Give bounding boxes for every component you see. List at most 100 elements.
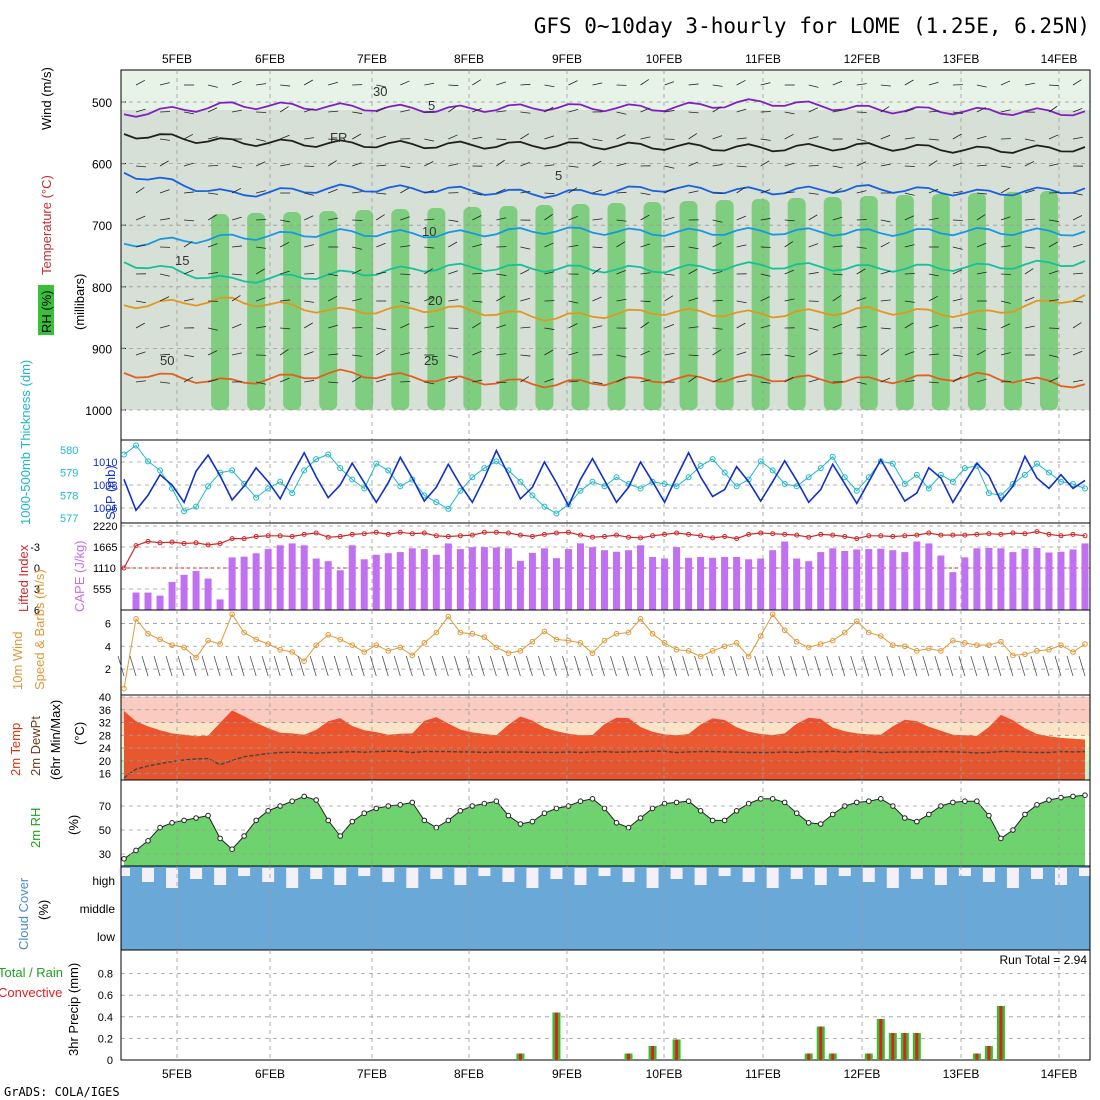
upper-wind-barb: [640, 243, 651, 248]
upper-wind-barb: [472, 79, 482, 86]
upper-wind-barb: [640, 300, 651, 303]
upper-wind-barb: [400, 352, 411, 356]
upper-wind-barb: [232, 109, 243, 113]
thickness-point: [889, 460, 896, 467]
upper-wind-barb: [784, 269, 795, 275]
wind-speed-point: [998, 638, 1004, 645]
cloud-unit-label: (%): [36, 900, 51, 920]
upper-wind-barb: [592, 189, 603, 194]
upper-wind-barb: [616, 191, 627, 194]
upper-wind-barb: [352, 354, 363, 357]
pressure-tick-label: 500: [92, 96, 112, 110]
isotherm-20-line: [123, 294, 1086, 322]
upper-wind-barb: [304, 273, 315, 275]
temperature-tick-label: 28: [99, 730, 111, 742]
rh-moist-plume: [607, 203, 626, 410]
wind-speed-point: [661, 640, 668, 646]
cloud-clear-segment: [742, 868, 755, 882]
upper-wind-barb: [832, 187, 842, 194]
minmax-axis-label: (6hr Min/Max): [48, 700, 63, 780]
upper-wind-barb: [496, 110, 507, 113]
upper-wind-barb: [880, 219, 891, 223]
upper-wind-barb: [400, 300, 411, 304]
upper-wind-barb: [256, 83, 267, 86]
upper-wind-barb: [568, 216, 578, 221]
lifted-index-point: [457, 533, 463, 539]
rh-point: [265, 808, 271, 814]
upper-wind-barb: [256, 326, 267, 329]
lifted-index-point: [782, 531, 788, 537]
cloud-clear-segment: [262, 868, 275, 882]
upper-wind-barb: [688, 375, 698, 383]
upper-wind-barb: [255, 161, 266, 167]
upper-wind-barb: [303, 79, 314, 86]
lifted-index-point: [529, 534, 535, 539]
upper-wind-barb: [400, 273, 411, 275]
precip-convective-bar: [675, 1039, 679, 1060]
thickness-point: [709, 456, 716, 463]
upper-wind-barb: [832, 165, 843, 169]
wind-barb: [982, 655, 990, 677]
thickness-point: [121, 451, 127, 458]
upper-wind-barb: [784, 241, 794, 248]
lifted-index-point: [577, 532, 583, 538]
wind-barb: [333, 655, 341, 677]
upper-wind-barb: [1048, 327, 1059, 329]
upper-wind-barb: [207, 214, 217, 221]
rh-point: [577, 798, 584, 805]
isotherm-label: FR: [330, 130, 347, 145]
thickness-point: [673, 483, 680, 490]
upper-wind-barb: [184, 219, 195, 222]
thickness-point: [493, 458, 500, 465]
upper-wind-barb: [688, 354, 699, 357]
isotherm-label: 50: [160, 353, 174, 368]
lifted-index-point: [950, 532, 956, 538]
upper-wind-barb: [520, 326, 531, 329]
upper-wind-barb: [159, 296, 170, 302]
rh-moist-plume: [643, 202, 662, 410]
wind-barb: [526, 655, 533, 677]
lifted-index-point: [505, 530, 511, 536]
upper-wind-barb: [904, 273, 915, 275]
wind-barb: [261, 655, 269, 677]
cloud-clear-segment: [214, 868, 227, 885]
precip-convective-bar: [867, 1053, 871, 1060]
wind-barb: [417, 655, 425, 677]
upper-wind-barb: [304, 165, 315, 167]
upper-wind-barb: [664, 245, 675, 248]
upper-wind-barb: [544, 84, 555, 88]
rh-point: [962, 798, 968, 805]
upper-wind-barb: [183, 111, 194, 115]
thickness-point: [301, 467, 308, 474]
wind-barb: [694, 655, 701, 677]
rh-point: [457, 808, 464, 814]
lifted-index-point: [902, 533, 908, 539]
wind-barb: [898, 655, 906, 677]
wind-barb: [658, 655, 665, 677]
upper-wind-barb: [952, 219, 963, 221]
upper-wind-barb: [592, 138, 603, 142]
thickness-point: [757, 458, 764, 465]
upper-wind-barb: [712, 164, 723, 167]
lifted-index-point: [253, 534, 259, 539]
cape-axis-label: CAPE (J/kg): [72, 540, 87, 612]
upper-wind-barb: [712, 327, 723, 330]
cloud-clear-segment: [646, 868, 659, 888]
thickness-point: [913, 471, 920, 478]
precip-tick-label: 0.8: [98, 969, 113, 981]
rh-point: [685, 798, 692, 805]
upper-wind-barb: [808, 327, 819, 331]
upper-wind-barb: [1048, 219, 1059, 222]
wind-barb: [958, 655, 966, 677]
upper-wind-barb: [784, 162, 795, 167]
cape-bar: [228, 557, 236, 610]
upper-wind-barb: [400, 245, 411, 248]
rh-point: [769, 796, 776, 802]
thickness-point: [469, 474, 476, 481]
cloud-clear-segment: [862, 868, 875, 882]
upper-wind-barb: [1048, 241, 1058, 248]
thickness-point: [589, 478, 596, 485]
top-date-label: 5FEB: [162, 52, 192, 66]
upper-wind-barb: [664, 188, 674, 194]
upper-wind-barb: [880, 377, 891, 383]
